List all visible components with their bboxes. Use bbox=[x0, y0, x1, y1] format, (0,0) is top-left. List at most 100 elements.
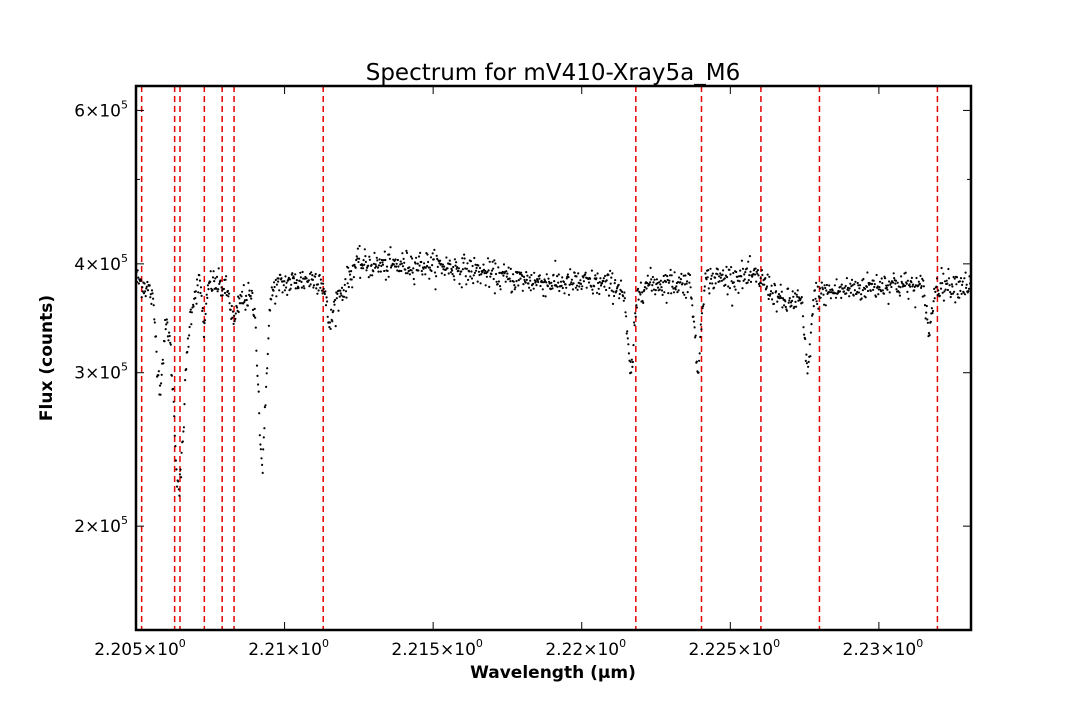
spectrum-point bbox=[326, 315, 329, 318]
spectrum-point bbox=[886, 288, 889, 291]
spectrum-point bbox=[904, 284, 907, 287]
spectrum-point bbox=[428, 266, 431, 269]
spectrum-point bbox=[637, 298, 640, 301]
spectrum-point bbox=[626, 337, 629, 340]
spectrum-point bbox=[211, 289, 214, 292]
spectrum-point bbox=[956, 293, 959, 296]
spectrum-point bbox=[145, 285, 148, 288]
spectrum-point bbox=[579, 282, 583, 285]
spectrum-point bbox=[649, 266, 652, 269]
spectrum-point bbox=[232, 322, 235, 325]
spectrum-point bbox=[699, 335, 702, 339]
spectrum-point bbox=[959, 289, 962, 292]
spectrum-point bbox=[676, 291, 679, 294]
spectrum-point bbox=[332, 300, 336, 303]
spectrum-point bbox=[652, 288, 656, 291]
spectrum-point bbox=[164, 318, 167, 322]
spectrum-point bbox=[275, 295, 278, 298]
spectrum-point bbox=[801, 315, 805, 318]
spectrum-point bbox=[212, 270, 215, 273]
spectrum-point bbox=[856, 290, 859, 294]
spectrum-point bbox=[906, 279, 910, 282]
spectrum-point bbox=[605, 288, 608, 292]
spectrum-point bbox=[821, 288, 825, 291]
spectrum-point bbox=[186, 337, 189, 340]
spectrum-point bbox=[860, 293, 863, 296]
spectrum-point bbox=[545, 273, 548, 276]
spectrum-point bbox=[163, 340, 166, 343]
spectrum-point bbox=[238, 297, 241, 300]
spectrum-point bbox=[897, 285, 900, 288]
spectrum-point bbox=[277, 280, 280, 283]
spectrum-point bbox=[495, 280, 498, 283]
spectrum-point bbox=[277, 277, 280, 280]
spectrum-point bbox=[493, 259, 496, 262]
spectrum-point bbox=[666, 275, 669, 278]
spectrum-point bbox=[395, 262, 398, 265]
spectrum-point bbox=[439, 259, 442, 262]
spectrum-point bbox=[612, 290, 615, 293]
spectrum-point bbox=[709, 267, 712, 270]
spectrum-point bbox=[680, 272, 683, 275]
spectrum-point bbox=[659, 283, 662, 286]
spectrum-point bbox=[741, 287, 744, 290]
spectrum-point bbox=[270, 286, 273, 289]
spectrum-point bbox=[267, 324, 270, 327]
spectrum-point bbox=[525, 271, 528, 274]
spectrum-point bbox=[436, 257, 439, 260]
spectrum-point bbox=[521, 289, 524, 292]
spectrum-point bbox=[169, 343, 172, 346]
spectrum-point bbox=[548, 280, 551, 283]
spectrum-point bbox=[765, 285, 769, 288]
spectrum-point bbox=[448, 259, 451, 262]
spectrum-point bbox=[567, 293, 571, 296]
spectrum-point bbox=[149, 293, 152, 296]
spectrum-point bbox=[552, 273, 555, 276]
spectrum-point bbox=[725, 265, 728, 268]
spectrum-point bbox=[235, 306, 239, 309]
spectrum-point bbox=[699, 323, 702, 326]
spectrum-point bbox=[460, 270, 463, 273]
spectrum-point bbox=[529, 279, 532, 282]
spectrum-point bbox=[404, 268, 407, 271]
spectrum-point bbox=[563, 292, 566, 295]
spectrum-point bbox=[718, 280, 721, 283]
spectrum-point bbox=[514, 286, 517, 289]
spectrum-point bbox=[769, 293, 772, 296]
spectrum-point bbox=[246, 304, 249, 307]
spectrum-point bbox=[845, 292, 848, 295]
spectrum-point bbox=[281, 291, 284, 294]
spectrum-point bbox=[380, 264, 383, 267]
spectrum-point bbox=[384, 278, 387, 281]
spectrum-point bbox=[358, 257, 361, 260]
spectrum-point bbox=[418, 264, 421, 267]
spectrum-point bbox=[940, 266, 943, 270]
spectrum-point bbox=[348, 273, 352, 276]
spectrum-point bbox=[780, 290, 783, 293]
spectrum-point bbox=[829, 288, 832, 291]
spectrum-point bbox=[194, 290, 197, 293]
spectrum-point bbox=[180, 451, 183, 454]
spectrum-point bbox=[186, 350, 189, 354]
spectrum-point bbox=[453, 278, 456, 281]
spectrum-point bbox=[820, 292, 823, 295]
spectrum-point bbox=[152, 304, 155, 307]
spectrum-point bbox=[537, 280, 540, 284]
spectrum-point bbox=[584, 271, 587, 274]
spectrum-point bbox=[174, 459, 177, 462]
spectrum-point bbox=[404, 272, 407, 275]
spectrum-point bbox=[549, 288, 552, 291]
spectrum-point bbox=[749, 270, 752, 273]
spectrum-point bbox=[464, 267, 467, 270]
spectrum-point bbox=[488, 260, 491, 263]
spectrum-point bbox=[545, 281, 548, 284]
spectrum-point bbox=[646, 282, 649, 285]
spectrum-point bbox=[533, 271, 536, 274]
spectrum-point bbox=[474, 269, 478, 272]
spectrum-point bbox=[590, 269, 594, 272]
spectrum-point bbox=[885, 286, 888, 289]
spectrum-point bbox=[536, 279, 539, 282]
spectrum-point bbox=[426, 253, 429, 256]
spectrum-point bbox=[720, 279, 724, 282]
spectrum-point bbox=[675, 285, 678, 288]
